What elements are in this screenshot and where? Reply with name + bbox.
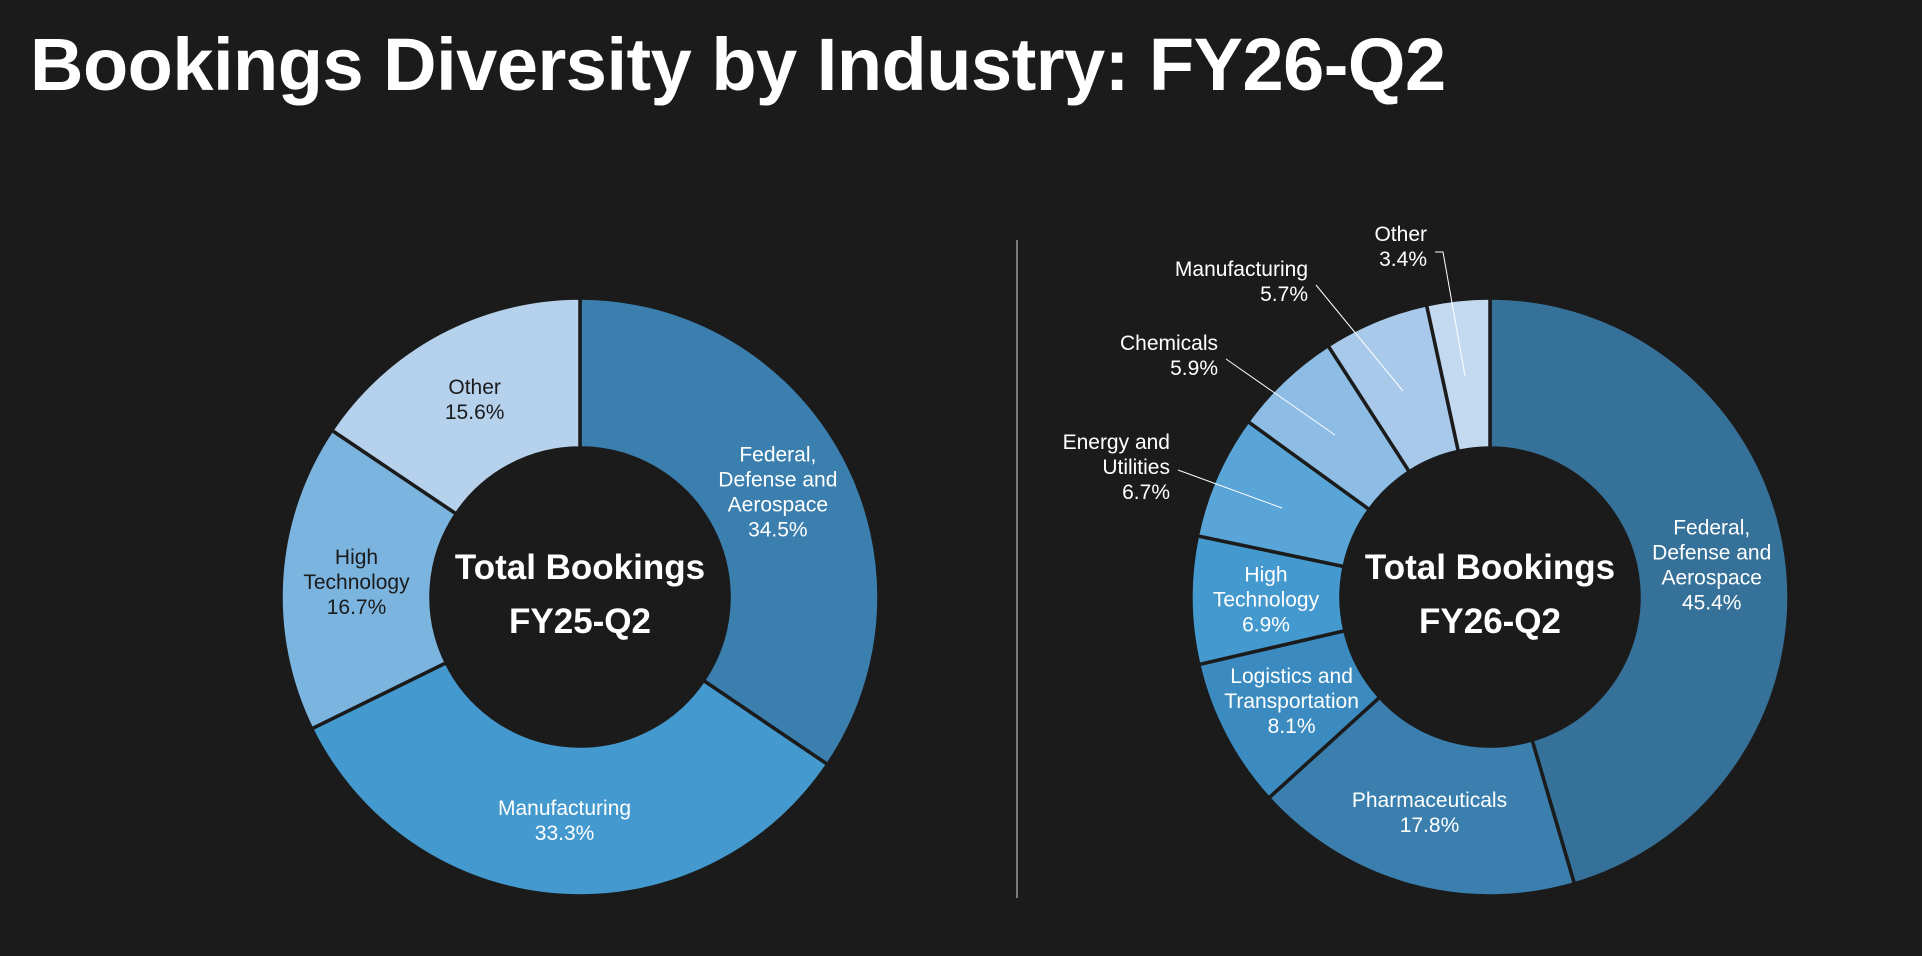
label-logistics-and-transportation-line: 8.1%	[1268, 715, 1316, 738]
label-high-technology-line: High	[335, 546, 378, 569]
leader-line-other	[1435, 251, 1466, 377]
label-high-technology-line: 6.9%	[1242, 613, 1290, 636]
label-federal-defense-and-aerospace-line: Defense and	[718, 468, 837, 491]
label-manufacturing: Manufacturing 5.7%	[1175, 258, 1308, 306]
label-other-line: Other	[448, 376, 501, 399]
label-pharmaceuticals: Pharmaceuticals 17.8%	[1352, 789, 1507, 837]
label-high-technology: High Technology 6.9%	[1213, 563, 1320, 636]
label-high-technology-line: 16.7%	[327, 596, 387, 619]
label-other: Other 15.6%	[445, 376, 505, 424]
label-energy-and-utilities: Energy and Utilities 6.7%	[1063, 431, 1170, 504]
label-manufacturing-line: 33.3%	[535, 822, 595, 845]
label-federal-defense-and-aerospace-line: Federal,	[1673, 517, 1750, 540]
label-manufacturing-line: 5.7%	[1260, 283, 1308, 306]
label-federal-defense-and-aerospace-line: Defense and	[1652, 542, 1771, 565]
label-pharmaceuticals-line: 17.8%	[1400, 814, 1460, 837]
segment-pharmaceuticals	[1266, 694, 1577, 898]
label-federal-defense-and-aerospace-line: Aerospace	[728, 493, 828, 516]
label-federal-defense-and-aerospace-line: 34.5%	[748, 518, 808, 541]
segment-high-technology	[279, 427, 459, 732]
label-other: Other 3.4%	[1374, 223, 1427, 271]
label-federal-defense-and-aerospace: Federal, Defense and Aerospace 45.4%	[1652, 517, 1771, 615]
label-logistics-and-transportation-line: Transportation	[1224, 690, 1359, 713]
label-high-technology: High Technology 16.7%	[303, 546, 410, 619]
center-label-period: FY26-Q2	[1419, 602, 1561, 641]
label-other-line: 15.6%	[445, 401, 505, 424]
page-title: Bookings Diversity by Industry: FY26-Q2	[30, 23, 1446, 106]
label-federal-defense-and-aerospace-line: Federal,	[739, 443, 816, 466]
center-label-title: Total Bookings	[1365, 548, 1615, 587]
center-label-title: Total Bookings	[455, 548, 705, 587]
label-chemicals-line: Chemicals	[1120, 332, 1218, 355]
label-federal-defense-and-aerospace: Federal, Defense and Aerospace 34.5%	[718, 443, 837, 541]
label-chemicals: Chemicals 5.9%	[1120, 332, 1218, 380]
label-manufacturing-line: Manufacturing	[1175, 258, 1308, 281]
label-other-line: 3.4%	[1379, 248, 1427, 271]
label-energy-and-utilities-line: Energy and	[1063, 431, 1170, 454]
label-other-line: Other	[1374, 223, 1427, 246]
leader-line-chemicals	[1225, 358, 1336, 436]
label-high-technology-line: Technology	[1213, 588, 1320, 611]
label-energy-and-utilities-line: Utilities	[1102, 456, 1170, 479]
label-federal-defense-and-aerospace-line: 45.4%	[1682, 592, 1742, 615]
leader-line-manufacturing	[1315, 284, 1404, 392]
label-manufacturing-line: Manufacturing	[498, 797, 631, 820]
center-label-period: FY25-Q2	[509, 602, 651, 641]
label-high-technology-line: Technology	[303, 571, 410, 594]
segment-other	[329, 296, 582, 517]
label-logistics-and-transportation: Logistics and Transportation 8.1%	[1224, 665, 1359, 738]
segment-federal-defense-and-aerospace	[1488, 296, 1791, 887]
segment-manufacturing	[309, 660, 831, 898]
label-federal-defense-and-aerospace-line: Aerospace	[1662, 567, 1762, 590]
donut-chart-fy26-q2: Federal, Defense and Aerospace 45.4% Pharmac…	[1063, 223, 1791, 898]
label-pharmaceuticals-line: Pharmaceuticals	[1352, 789, 1507, 812]
segment-other	[1424, 296, 1492, 454]
leader-line-energy-and-utilities	[1177, 469, 1283, 509]
donut-chart-fy25-q2: Federal, Defense and Aerospace 34.5% Manufac…	[279, 296, 881, 898]
label-logistics-and-transportation-line: Logistics and	[1230, 665, 1353, 688]
segment-federal-defense-and-aerospace	[578, 296, 881, 767]
label-high-technology-line: High	[1244, 563, 1287, 586]
label-energy-and-utilities-line: 6.7%	[1122, 481, 1170, 504]
label-chemicals-line: 5.9%	[1170, 357, 1218, 380]
label-manufacturing: Manufacturing 33.3%	[498, 797, 631, 845]
